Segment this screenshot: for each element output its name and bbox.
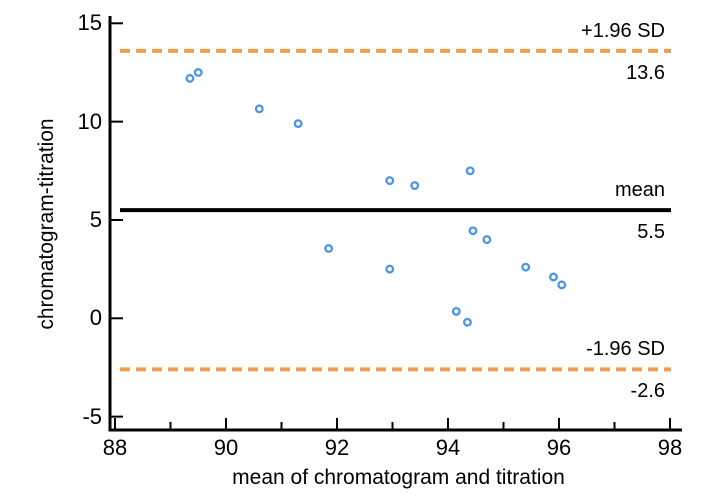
data-point	[451, 306, 461, 316]
data-point	[185, 73, 195, 83]
lower-loa-value: -2.6	[630, 380, 665, 403]
data-point	[482, 235, 492, 245]
mean-label: mean	[614, 179, 665, 202]
data-point	[468, 226, 478, 236]
data-point	[549, 272, 558, 282]
x-tick-label: 98	[657, 435, 683, 460]
data-point	[193, 68, 203, 77]
data-point	[385, 264, 395, 274]
y-tick-label: 0	[89, 305, 102, 331]
x-tick-label: 88	[102, 435, 128, 460]
data-point	[324, 244, 334, 253]
upper-loa-value: 13.6	[626, 61, 665, 84]
y-tick-label: -5	[82, 403, 102, 429]
x-axis-title: mean of chromatogram and titration	[232, 466, 565, 489]
x-tick-label: 90	[213, 435, 239, 460]
data-point	[254, 104, 264, 114]
x-tick-label: 94	[435, 435, 461, 460]
data-point	[465, 166, 475, 176]
mean-value: 5.5	[637, 221, 665, 244]
data-point	[410, 181, 420, 190]
y-tick-label: 5	[89, 206, 102, 232]
y-tick-label: 15	[77, 10, 102, 36]
y-tick-label: 10	[77, 108, 102, 134]
x-tick-label: 92	[324, 435, 350, 460]
data-point	[462, 317, 472, 327]
lower-loa-label: -1.96 SD	[586, 338, 665, 361]
data-point	[293, 119, 303, 129]
x-tick-label: 96	[546, 435, 572, 460]
upper-loa-label: +1.96 SD	[581, 19, 665, 42]
data-point	[557, 280, 567, 290]
data-point	[385, 176, 395, 186]
data-point	[521, 262, 531, 272]
